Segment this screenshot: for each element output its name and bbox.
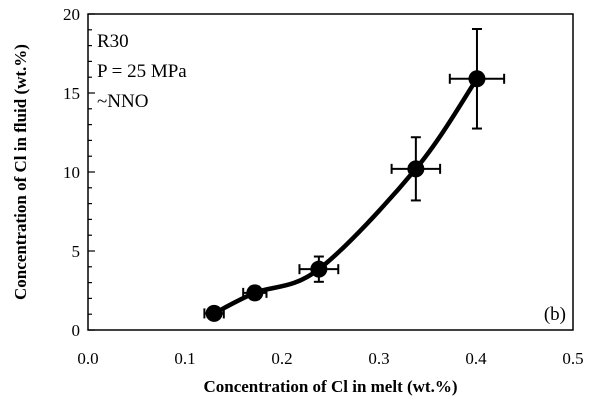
x-tick-label: 0.4 xyxy=(465,349,487,368)
x-axis-ticks: 0.0 0.1 0.2 0.3 0.4 0.5 xyxy=(77,349,583,368)
data-point xyxy=(246,284,264,302)
y-tick-label: 10 xyxy=(63,163,80,182)
x-tick-label: 0.1 xyxy=(174,349,195,368)
data-point xyxy=(407,160,425,178)
data-point xyxy=(310,260,328,278)
x-tick-label: 0.3 xyxy=(368,349,389,368)
x-axis-title: Concentration of Cl in melt (wt.%) xyxy=(203,377,457,396)
fit-curve-layer xyxy=(211,76,480,316)
data-point xyxy=(468,70,486,88)
y-tick-label: 15 xyxy=(63,84,80,103)
y-axis-ticks: 0 5 10 15 20 xyxy=(63,5,95,340)
y-tick-label: 0 xyxy=(72,321,81,340)
data-points xyxy=(205,70,486,322)
x-tick-label: 0.5 xyxy=(562,349,583,368)
y-tick-label: 20 xyxy=(63,5,80,24)
y-tick-label: 5 xyxy=(72,242,81,261)
sample-label: R30 xyxy=(97,31,129,52)
pressure-label: P = 25 MPa xyxy=(97,61,187,82)
buffer-label: ~NNO xyxy=(97,91,148,112)
fit-curve xyxy=(211,76,480,316)
y-axis-title: Concentration of Cl in fluid (wt.%) xyxy=(11,44,30,300)
data-point xyxy=(205,304,223,322)
panel-label: (b) xyxy=(544,304,566,325)
x-tick-label: 0.2 xyxy=(271,349,292,368)
error-bars xyxy=(203,28,506,320)
x-tick-label: 0.0 xyxy=(77,349,98,368)
